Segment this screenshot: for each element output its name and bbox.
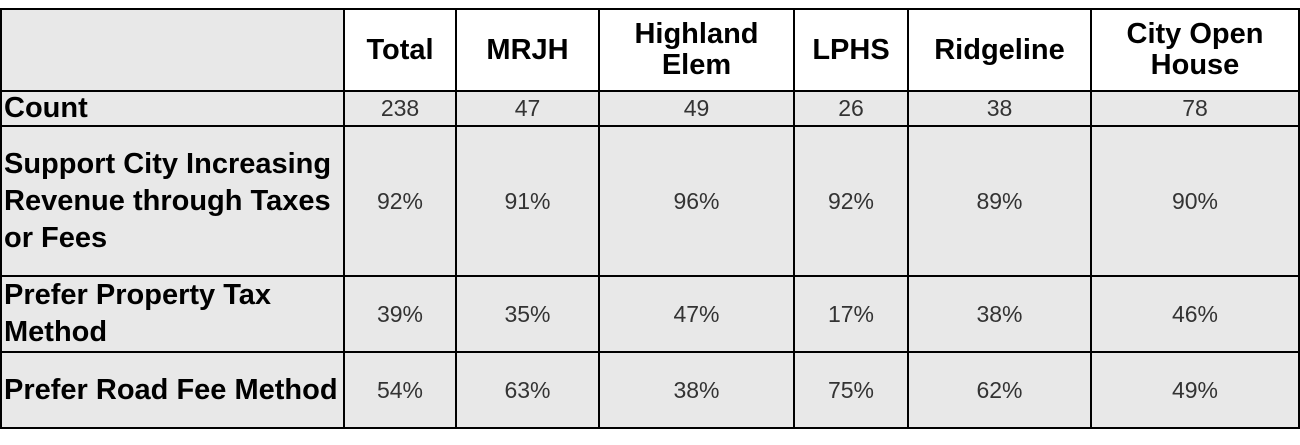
data-cell: 38% [598, 351, 795, 429]
survey-results-table: Total MRJH Highland Elem LPHS Ridgeline … [0, 8, 1300, 429]
table-row-support-revenue: Support City Increasing Revenue through … [0, 125, 1300, 277]
table-row-count: Count 238 47 49 26 38 78 [0, 90, 1300, 127]
row-label: Support City Increasing Revenue through … [0, 125, 345, 277]
data-cell: 91% [455, 125, 600, 277]
data-cell: 47% [598, 275, 795, 353]
data-cell: 62% [907, 351, 1092, 429]
data-cell: 47 [455, 90, 600, 127]
table-row-property-tax: Prefer Property Tax Method 39% 35% 47% 1… [0, 275, 1300, 353]
data-cell: 39% [343, 275, 457, 353]
data-cell: 38 [907, 90, 1092, 127]
data-cell: 26 [793, 90, 909, 127]
corner-cell [0, 8, 345, 92]
column-header-lphs: LPHS [793, 8, 909, 92]
data-cell: 49% [1090, 351, 1300, 429]
data-cell: 89% [907, 125, 1092, 277]
data-cell: 78 [1090, 90, 1300, 127]
data-cell: 49 [598, 90, 795, 127]
data-cell: 238 [343, 90, 457, 127]
column-header-city-open-house: City Open House [1090, 8, 1300, 92]
data-cell: 75% [793, 351, 909, 429]
data-cell: 96% [598, 125, 795, 277]
column-header-total: Total [343, 8, 457, 92]
row-label: Count [0, 90, 345, 127]
row-label: Prefer Property Tax Method [0, 275, 345, 353]
header-row: Total MRJH Highland Elem LPHS Ridgeline … [0, 8, 1300, 92]
data-cell: 54% [343, 351, 457, 429]
data-cell: 35% [455, 275, 600, 353]
data-cell: 17% [793, 275, 909, 353]
column-header-highland-elem: Highland Elem [598, 8, 795, 92]
data-cell: 92% [793, 125, 909, 277]
data-cell: 46% [1090, 275, 1300, 353]
column-header-mrjh: MRJH [455, 8, 600, 92]
data-cell: 63% [455, 351, 600, 429]
column-header-ridgeline: Ridgeline [907, 8, 1092, 92]
table-row-road-fee: Prefer Road Fee Method 54% 63% 38% 75% 6… [0, 351, 1300, 429]
survey-table-container: Total MRJH Highland Elem LPHS Ridgeline … [0, 8, 1300, 429]
data-cell: 92% [343, 125, 457, 277]
row-label: Prefer Road Fee Method [0, 351, 345, 429]
data-cell: 90% [1090, 125, 1300, 277]
data-cell: 38% [907, 275, 1092, 353]
